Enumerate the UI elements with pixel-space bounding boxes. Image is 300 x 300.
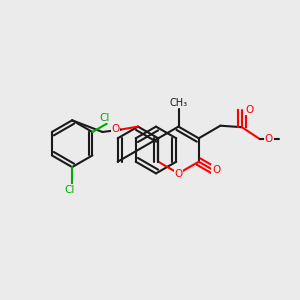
Text: Cl: Cl (64, 184, 74, 195)
Text: O: O (245, 105, 253, 115)
Text: CH₃: CH₃ (169, 98, 188, 108)
Text: O: O (212, 165, 220, 175)
Text: O: O (174, 169, 183, 179)
Text: O: O (265, 134, 273, 144)
Text: O: O (111, 124, 119, 134)
Text: Cl: Cl (99, 113, 110, 123)
